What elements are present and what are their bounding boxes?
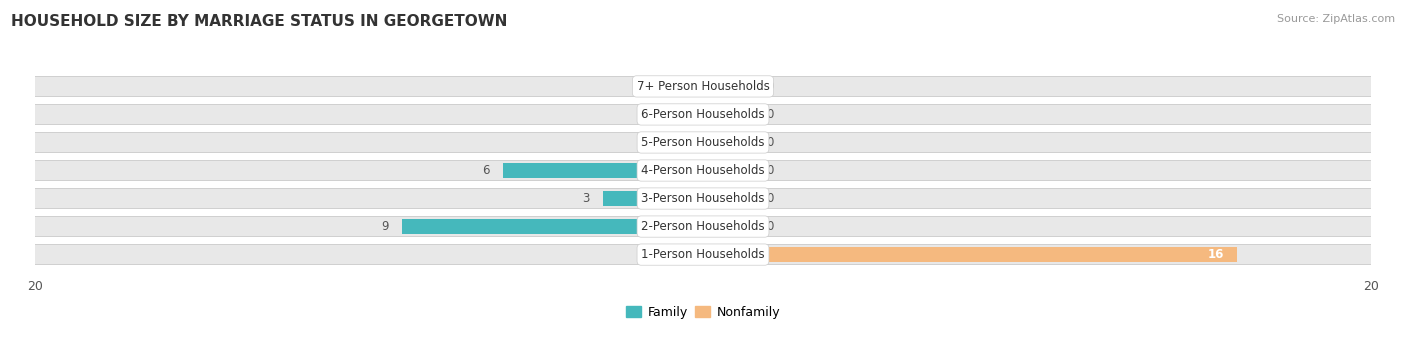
Text: 9: 9 — [381, 220, 389, 233]
Text: 6: 6 — [482, 164, 489, 177]
Bar — [35, 77, 1371, 96]
Text: 0: 0 — [682, 248, 689, 261]
Text: 0: 0 — [766, 220, 773, 233]
Text: 16: 16 — [1208, 248, 1223, 261]
Text: 2-Person Households: 2-Person Households — [641, 220, 765, 233]
Bar — [703, 107, 754, 122]
Bar — [35, 245, 1371, 264]
Bar — [35, 189, 1371, 208]
Bar — [703, 247, 1237, 262]
Bar — [35, 132, 1371, 153]
Bar — [703, 79, 754, 94]
Text: 0: 0 — [766, 80, 773, 93]
Bar — [35, 161, 1371, 180]
Text: 4-Person Households: 4-Person Households — [641, 164, 765, 177]
Bar — [603, 191, 703, 206]
Bar — [402, 219, 703, 234]
Text: 0: 0 — [682, 108, 689, 121]
Text: 0: 0 — [766, 136, 773, 149]
Bar — [35, 105, 1371, 124]
Bar — [703, 191, 754, 206]
Bar — [35, 76, 1371, 97]
Text: 0: 0 — [766, 192, 773, 205]
Bar — [652, 79, 703, 94]
Bar — [703, 163, 754, 178]
Text: HOUSEHOLD SIZE BY MARRIAGE STATUS IN GEORGETOWN: HOUSEHOLD SIZE BY MARRIAGE STATUS IN GEO… — [11, 14, 508, 29]
Bar — [502, 163, 703, 178]
Text: 0: 0 — [766, 108, 773, 121]
Bar — [35, 244, 1371, 265]
Text: Source: ZipAtlas.com: Source: ZipAtlas.com — [1277, 14, 1395, 24]
Text: 0: 0 — [682, 136, 689, 149]
Legend: Family, Nonfamily: Family, Nonfamily — [621, 301, 785, 324]
Text: 3: 3 — [582, 192, 589, 205]
Bar — [703, 219, 754, 234]
Bar — [35, 104, 1371, 125]
Bar — [652, 107, 703, 122]
Bar — [35, 188, 1371, 209]
Text: 6-Person Households: 6-Person Households — [641, 108, 765, 121]
Text: 0: 0 — [682, 80, 689, 93]
Text: 7+ Person Households: 7+ Person Households — [637, 80, 769, 93]
Bar — [35, 216, 1371, 237]
Text: 3-Person Households: 3-Person Households — [641, 192, 765, 205]
Bar — [703, 135, 754, 150]
Bar — [652, 135, 703, 150]
Text: 5-Person Households: 5-Person Households — [641, 136, 765, 149]
Bar — [35, 133, 1371, 152]
Bar — [35, 217, 1371, 236]
Text: 1-Person Households: 1-Person Households — [641, 248, 765, 261]
Bar — [35, 160, 1371, 181]
Text: 0: 0 — [766, 164, 773, 177]
Bar — [652, 247, 703, 262]
